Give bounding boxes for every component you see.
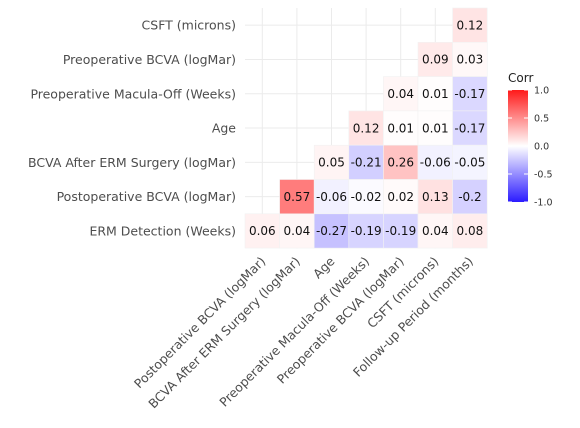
cell-value-label: 0.04 xyxy=(284,224,311,238)
y-tick-label: Preoperative BCVA (logMar) xyxy=(63,52,236,67)
cell-value-label: -0.21 xyxy=(351,156,382,170)
cell-value-label: 0.02 xyxy=(387,190,414,204)
cell-value-label: 0.03 xyxy=(457,53,484,67)
cell-value-label: 0.01 xyxy=(422,121,449,135)
heatmap-cell xyxy=(383,179,419,215)
y-axis-labels: CSFT (microns) Preoperative BCVA (logMar)… xyxy=(28,18,236,239)
y-tick-label: Postoperative BCVA (logMar) xyxy=(57,189,236,204)
heatmap-cell xyxy=(313,144,350,180)
cell-value-label: 0.09 xyxy=(422,53,449,67)
cell-value-label: 0.57 xyxy=(284,190,311,204)
y-tick-label: CSFT (microns) xyxy=(142,18,236,33)
y-tick-label: ERM Detection (Weeks) xyxy=(89,223,236,238)
legend-color-bar xyxy=(508,90,528,202)
heatmap-cell xyxy=(417,110,453,146)
cell-value-label: 0.04 xyxy=(387,87,414,101)
cell-value-label: -0.06 xyxy=(420,156,451,170)
legend-tick-label: 0.5 xyxy=(534,114,549,125)
x-tick-label: BCVA After ERM Surgery (logMar) xyxy=(145,254,303,412)
cell-value-label: 0.01 xyxy=(387,121,414,135)
cell-value-label: -0.17 xyxy=(454,121,485,135)
cell-value-label: -0.02 xyxy=(351,190,382,204)
cell-value-label: 0.04 xyxy=(422,224,449,238)
heatmap-cell xyxy=(348,110,384,146)
heatmap-cell xyxy=(417,213,453,249)
heatmap-cell xyxy=(452,110,488,146)
heatmap-cell xyxy=(417,76,453,112)
cell-value-label: 0.12 xyxy=(353,121,380,135)
y-tick-label: Preoperative Macula-Off (Weeks) xyxy=(30,86,236,101)
cell-value-label: 0.26 xyxy=(387,156,414,170)
x-axis-labels: Postoperative BCVA (logMar)BCVA After ER… xyxy=(131,253,476,411)
cell-value-label: 0.13 xyxy=(422,190,449,204)
cell-value-label: 0.08 xyxy=(457,224,484,238)
heatmap-cell xyxy=(452,179,488,215)
legend-tick-label: 1.0 xyxy=(534,86,549,97)
heatmap-cells: 0.12 0.09 0.03 0.04 0.01 -0.17 0.12 0.01 0.01 -0.… xyxy=(244,7,488,249)
cell-value-label: -0.27 xyxy=(316,224,347,238)
cell-value-label: -0.06 xyxy=(316,190,347,204)
cell-value-label: -0.2 xyxy=(458,190,481,204)
heatmap-cell xyxy=(383,144,419,180)
cell-value-label: 0.12 xyxy=(457,18,484,32)
legend-tick-label: -1.0 xyxy=(534,198,553,209)
legend-tick-label: -0.5 xyxy=(534,170,553,181)
cell-value-label: -0.05 xyxy=(454,156,485,170)
cell-value-label: -0.17 xyxy=(454,87,485,101)
cell-value-label: 0.05 xyxy=(318,156,345,170)
heatmap-cell xyxy=(279,179,315,215)
y-tick-label: Age xyxy=(212,121,236,136)
heatmap-cell xyxy=(383,76,419,112)
x-tick-label: Age xyxy=(310,253,338,281)
legend-tick-label: 0.0 xyxy=(534,142,549,153)
legend-title: Corr xyxy=(508,71,533,85)
cell-value-label: -0.19 xyxy=(351,224,382,238)
cell-value-label: 0.01 xyxy=(422,87,449,101)
heatmap-cell xyxy=(452,213,488,249)
heatmap-cell xyxy=(383,213,419,249)
y-tick-label: BCVA After ERM Surgery (logMar) xyxy=(28,155,236,170)
heatmap-cell xyxy=(452,7,488,43)
cell-value-label: -0.19 xyxy=(385,224,416,238)
heatmap-cell xyxy=(452,76,488,112)
heatmap-cell xyxy=(417,41,453,77)
heatmap-cell xyxy=(313,213,350,249)
cell-value-label: 0.06 xyxy=(249,224,276,238)
